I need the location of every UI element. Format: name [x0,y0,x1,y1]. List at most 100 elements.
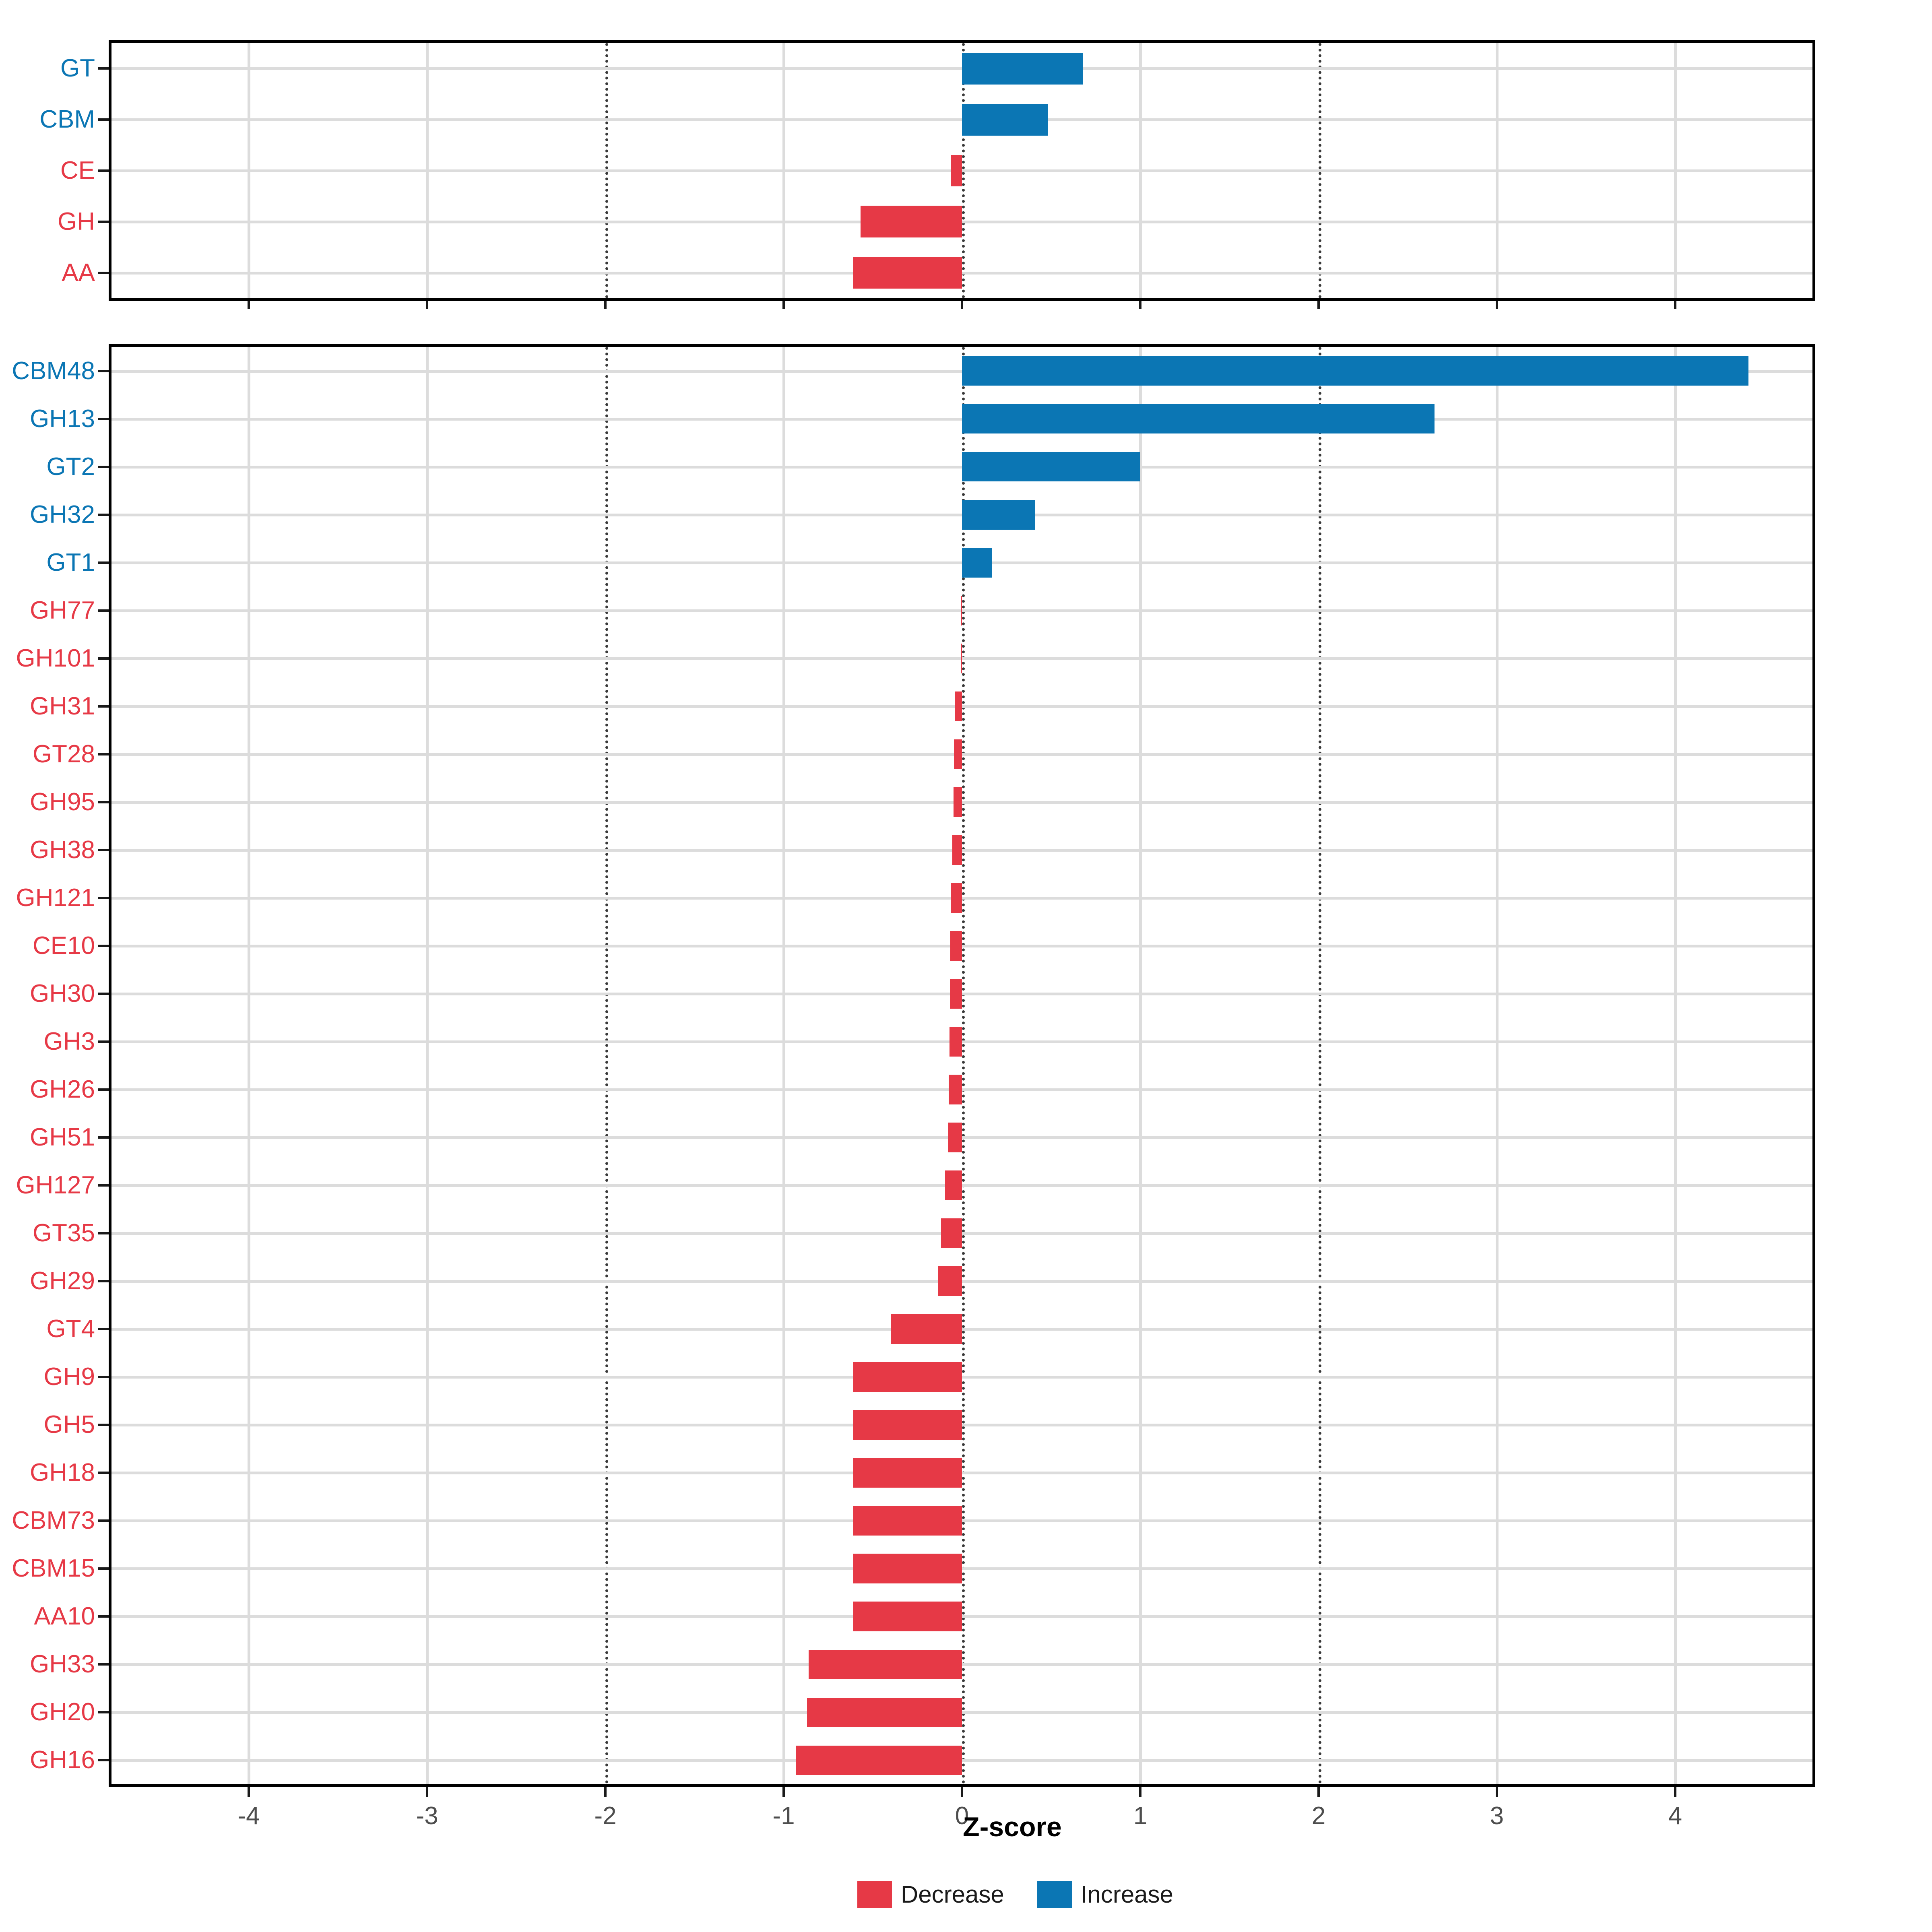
y-axis-label-gt35: GT35 [32,1219,95,1247]
y-tick [98,67,109,70]
x-gridline [426,347,429,1784]
x-axis-tick-label: 3 [1490,1802,1504,1830]
y-gridline [111,1280,1812,1283]
bar-gh29[interactable] [937,1266,962,1296]
y-tick [98,896,109,899]
bar-gh95[interactable] [953,787,962,817]
bar-gt35[interactable] [941,1218,962,1248]
plot-area-families [111,347,1812,1784]
bar-gh51[interactable] [947,1123,962,1152]
bar-gh32[interactable] [962,500,1035,530]
x-tick-top-panel [604,301,607,309]
y-tick [98,1472,109,1474]
bar-aa[interactable] [853,257,962,289]
y-tick [98,220,109,223]
bar-gt28[interactable] [954,739,962,769]
y-tick [98,271,109,274]
x-axis-tick-label: 2 [1311,1802,1326,1830]
legend-label-decrease: Decrease [901,1881,1004,1908]
y-axis-label-gh26: GH26 [30,1075,95,1104]
y-axis-label-gt28: GT28 [32,740,95,768]
bar-gh33[interactable] [809,1649,962,1680]
bar-gh127[interactable] [945,1170,962,1200]
bar-cbm73[interactable] [853,1506,962,1536]
bar-gh26[interactable] [948,1075,962,1104]
bar-gh3[interactable] [949,1027,962,1057]
bar-gh77[interactable] [961,595,962,625]
bar-gh121[interactable] [951,883,962,913]
y-tick [98,1759,109,1762]
y-tick [98,561,109,564]
bar-gh30[interactable] [950,979,962,1009]
y-gridline [111,1088,1812,1092]
legend-swatch-decrease-icon [857,1881,892,1908]
x-gridline [1139,347,1142,1784]
y-axis-label-ce10: CE10 [32,931,95,960]
bar-gt1[interactable] [962,547,993,578]
y-tick [98,944,109,947]
bar-gt2[interactable] [962,452,1140,482]
bar-ce10[interactable] [950,931,962,961]
x-axis-tick-label: 1 [1133,1802,1148,1830]
y-gridline [111,1232,1812,1235]
y-gridline [111,1136,1812,1139]
y-tick [98,118,109,121]
y-gridline [111,271,1812,275]
y-axis-label-gh95: GH95 [30,788,95,816]
bar-gh[interactable] [860,206,962,238]
y-tick [98,1519,109,1522]
x-gridline [248,347,251,1784]
y-axis-label-cbm48: CBM48 [12,357,95,385]
bar-gt4[interactable] [890,1314,962,1344]
bar-ce[interactable] [951,155,962,187]
bar-gh38[interactable] [952,835,962,865]
y-gridline [111,801,1812,804]
bar-gh13[interactable] [962,404,1435,434]
y-axis-label-gh13: GH13 [30,405,95,433]
bar-cbm48[interactable] [962,356,1748,386]
y-axis-label-gh77: GH77 [30,596,95,624]
bar-gh5[interactable] [853,1410,962,1440]
x-tick-top-panel [248,301,250,309]
y-axis-label-cbm15: CBM15 [12,1554,95,1583]
bar-gh18[interactable] [853,1458,962,1488]
y-axis-label-gh16: GH16 [30,1746,95,1774]
y-tick [98,1424,109,1426]
bar-gh31[interactable] [955,691,962,721]
y-gridline [111,657,1812,660]
x-tick [1139,1787,1141,1797]
legend: Decrease Increase [857,1880,1173,1908]
x-tick-top-panel [1674,301,1676,309]
y-gridline [111,169,1812,172]
bar-gh16[interactable] [796,1745,962,1775]
y-tick [98,609,109,612]
bar-cbm15[interactable] [853,1554,962,1584]
bar-gh101[interactable] [961,643,962,673]
y-axis-label-gt4: GT4 [46,1315,95,1343]
bar-cbm[interactable] [962,103,1048,136]
legend-label-increase: Increase [1080,1881,1173,1908]
x-tick [248,1787,250,1797]
y-axis-label-gh32: GH32 [30,500,95,528]
bar-gh20[interactable] [807,1697,962,1728]
y-tick [98,1136,109,1139]
y-axis-label-gh18: GH18 [30,1459,95,1487]
bar-gh9[interactable] [853,1362,962,1392]
x-tick [961,1787,963,1797]
y-axis-label-aa: AA [62,258,95,287]
x-gridline [962,347,965,1784]
y-axis-label-gh30: GH30 [30,979,95,1007]
legend-item-increase[interactable]: Increase [1037,1880,1173,1908]
y-tick [98,753,109,755]
y-gridline [111,753,1812,756]
y-tick [98,1615,109,1618]
y-gridline [111,1663,1812,1666]
y-tick [98,513,109,516]
x-axis-tick-label: 0 [955,1802,969,1830]
y-axis-label-gt1: GT1 [46,548,95,576]
bar-gt[interactable] [962,53,1084,85]
y-axis-label-cbm73: CBM73 [12,1507,95,1535]
legend-item-decrease[interactable]: Decrease [857,1880,1004,1908]
bar-aa10[interactable] [853,1602,962,1632]
